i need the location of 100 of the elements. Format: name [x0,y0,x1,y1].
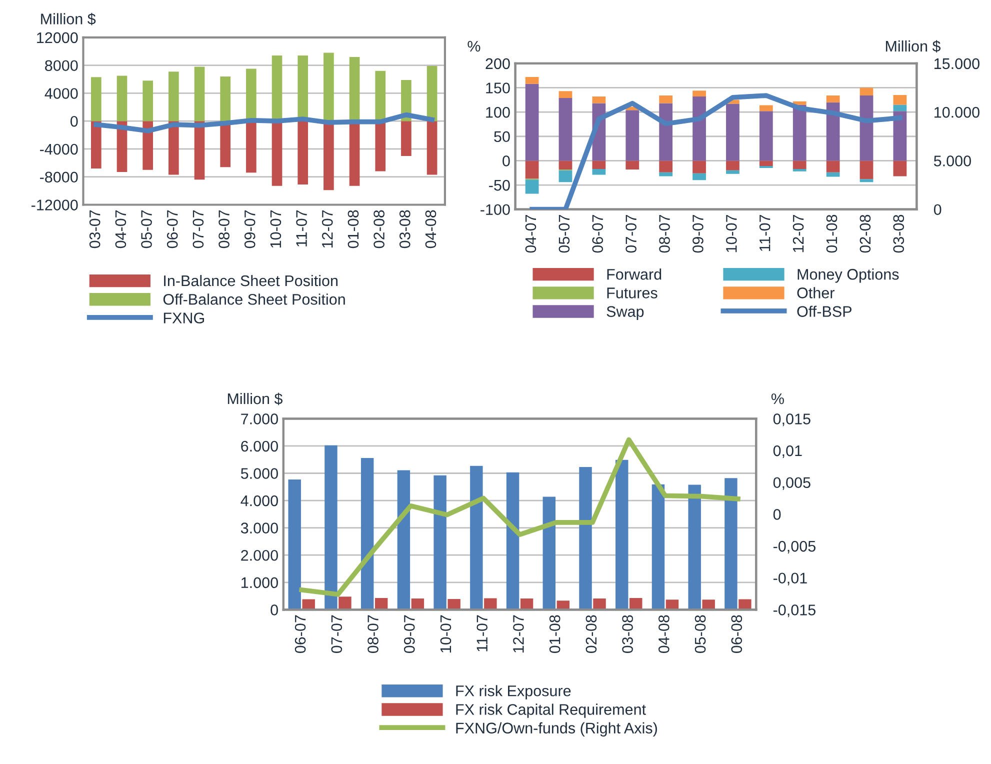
x-tick-label: 02-08 [374,210,384,248]
y-tick-label: 0 [70,116,78,127]
x-tick-label: 05-07 [558,214,570,253]
x-tick-label: 04-08 [425,210,436,248]
x-tick-label: 11-07 [296,210,307,246]
bar [626,160,640,170]
x-tick-label: 04-08 [658,615,670,654]
legend-label: In-Balance Sheet Position [164,274,338,286]
x-tick-label: 06-08 [731,615,742,654]
y-tick-label: 3.000 [240,522,278,534]
bar [692,173,706,180]
y2-tick-label: 10.000 [934,106,980,118]
y2-tick-label: -0,01 [773,572,807,586]
bar [826,160,840,172]
x-tick-label: 04-07 [525,214,536,253]
x-tick-label: 07-07 [626,214,636,253]
y-tick-label: 0 [502,156,510,166]
bar [168,121,179,175]
y-tick-label: -8000 [40,172,78,183]
y-tick-label: 5.000 [240,468,278,479]
y-tick-label: -12000 [31,200,78,210]
x-tick-label: 12-07 [322,210,333,248]
bar [652,484,665,610]
bar [792,168,806,172]
bar [592,160,606,169]
bar [448,599,460,610]
bar [375,70,386,122]
y-axis-title: % [468,40,480,52]
x-tick-label: 06-07 [592,214,604,253]
legend-label: Swap [606,306,644,320]
y-axis-title: Million $ [228,392,282,406]
y-tick-label: 6.000 [241,440,278,452]
x-tick-label: 07-07 [192,210,204,248]
y2-axis-title: % [771,393,784,404]
bar [692,90,706,96]
bar [558,170,572,182]
y-tick-label: -4000 [40,144,78,155]
y-tick-label: 0 [270,604,278,616]
x-tick-label: 03-07 [89,210,100,248]
bar [860,88,874,96]
bar [893,104,907,112]
x-tick-label: 12-07 [513,615,524,652]
y-tick-label: 50 [494,131,510,142]
y-tick-label: 4000 [44,88,78,99]
bar [860,160,874,180]
bar [688,484,701,610]
bar [142,80,154,122]
bar [558,160,572,170]
bar [142,121,154,170]
bar [659,160,673,172]
bar [220,76,231,122]
bar [484,598,497,610]
y2-tick-label: 0,005 [773,477,810,490]
bar [592,96,606,104]
bar [826,96,840,102]
x-tick-label: 06-07 [166,210,178,248]
x-tick-label: 01-08 [549,615,560,654]
bar [168,72,179,122]
bar [893,95,907,105]
y2-tick-label: 5.000 [934,156,971,166]
y2-axis-title: Million $ [886,40,941,53]
y-tick-label: -50 [489,180,510,191]
bar [525,77,539,84]
bar [426,121,438,175]
bar [659,96,673,104]
bar [375,121,386,172]
y-tick-label: -100 [480,204,510,216]
y2-tick-label: 0 [773,509,781,520]
y2-tick-label: 15.000 [934,58,980,70]
x-tick-label: 09-07 [692,214,704,253]
legend-label: FX risk Capital Requirement [456,704,646,718]
x-tick-label: 03-08 [399,210,410,248]
y-tick-label: 100 [486,106,510,118]
bar [726,160,740,170]
x-tick-label: 10-07 [270,210,282,248]
x-tick-label: 02-08 [860,214,871,253]
bar [659,172,673,176]
x-tick-label: 04-07 [115,210,126,248]
bar [726,170,740,174]
bar [360,458,374,610]
bar [397,470,410,610]
x-tick-label: 05-08 [694,615,706,654]
y2-tick-label: 0 [934,204,942,216]
bar [426,66,438,122]
bar [724,478,738,610]
bar [525,180,539,194]
bar [558,91,572,98]
legend-label: Off-Balance Sheet Position [163,294,345,305]
x-tick-label: 08-07 [218,210,230,248]
bar [616,460,628,610]
bar [592,168,606,175]
x-tick-label: 05-07 [141,210,152,248]
legend-label: Other [797,287,834,298]
x-tick-label: 08-07 [368,615,378,654]
bar [893,160,907,176]
bar [194,66,205,122]
line-series [94,112,434,134]
legend-label: Money Options [798,268,899,283]
bar [692,96,706,161]
line-series [530,93,902,210]
